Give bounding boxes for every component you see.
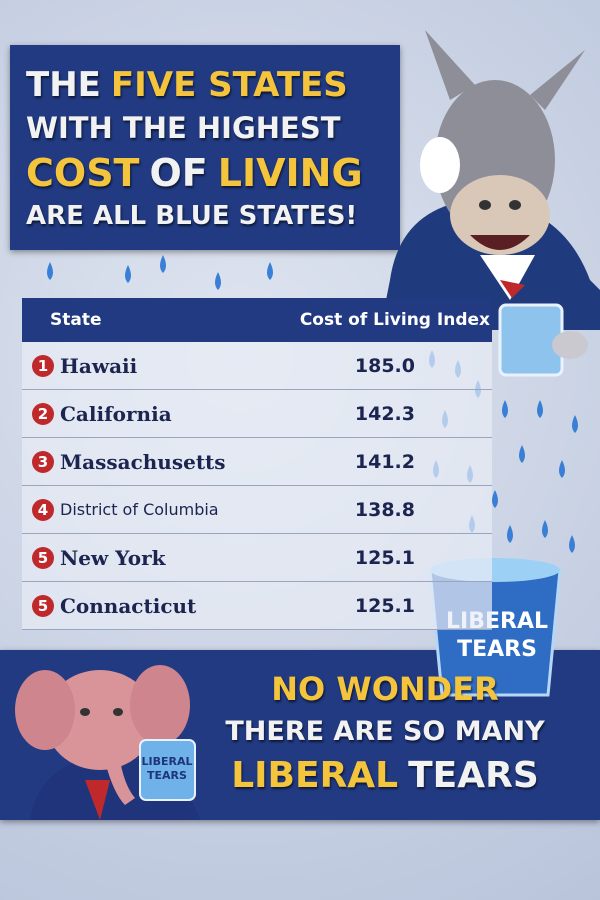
rank-badge: 1 — [32, 354, 54, 377]
state-name: Hawaii — [60, 353, 138, 378]
text-line: ARE ALL BLUE STATES! — [26, 201, 400, 231]
title-panel: THE FIVE STATES WITH THE HIGHEST COST OF LIVI… — [10, 45, 400, 250]
table-row: 1 Hawaii 185.0 — [22, 342, 492, 390]
glass — [498, 303, 588, 377]
text-segment: COST — [26, 150, 140, 195]
text-segment: NO WONDER — [271, 670, 499, 708]
text-segment: OF — [149, 150, 208, 195]
table-row: 5 Connacticut 125.1 — [22, 582, 492, 630]
rank-badge: 2 — [32, 402, 54, 425]
text-segment: FIVE STATES — [110, 64, 348, 105]
cup-label: TEARS — [147, 769, 187, 782]
text-segment: TEARS — [408, 755, 539, 796]
index-value: 125.1 — [354, 546, 415, 569]
state-name: New York — [60, 545, 166, 570]
table-header: State Cost of Living Index — [22, 298, 492, 342]
index-value: 138.8 — [354, 498, 415, 521]
rank-badge: 5 — [32, 594, 54, 617]
text-line: THERE ARE SO MANY — [200, 716, 580, 747]
index-value: 142.3 — [354, 402, 415, 425]
cup-label: LIBERAL — [142, 755, 193, 768]
text-line: NO WONDER — [200, 670, 580, 708]
donkey — [380, 30, 600, 330]
table-row: 3 Massachusetts 141.2 — [22, 438, 492, 486]
text-line: LIBERAL TEARS — [200, 755, 580, 796]
text-segment: WITH THE HIGHEST — [26, 110, 341, 145]
text-line: WITH THE HIGHEST — [26, 111, 400, 145]
table-row: 4 District of Columbia 138.8 — [22, 486, 492, 534]
state-name: Massachusetts — [60, 449, 226, 474]
table: State Cost of Living Index 1 Hawaii 185.0 2… — [22, 298, 492, 630]
index-value: 125.1 — [354, 594, 415, 617]
header-cell: Cost of Living Index — [299, 310, 490, 330]
rank-badge: 3 — [32, 450, 54, 473]
text-segment: THE — [26, 64, 101, 105]
text-line: COST OF LIVING — [26, 151, 400, 195]
state-name: Connacticut — [60, 593, 197, 618]
text-line: THE FIVE STATES — [26, 65, 400, 105]
text-segment: LIVING — [217, 150, 363, 195]
state-name: District of Columbia — [60, 500, 219, 519]
index-value: 141.2 — [354, 450, 415, 473]
header-cell: State — [50, 310, 102, 330]
text-segment: THERE ARE SO MANY — [225, 716, 545, 747]
text-segment: ARE ALL BLUE STATES! — [26, 200, 358, 231]
elephant — [15, 665, 200, 820]
footer-text: NO WONDER THERE ARE SO MANY LIBERAL TEARS — [200, 670, 580, 796]
state-name: California — [60, 401, 172, 426]
index-value: 185.0 — [354, 354, 415, 377]
table-row: 5 New York 125.1 — [22, 534, 492, 582]
bucket-label: TEARS — [457, 637, 537, 662]
table-row: 2 California 142.3 — [22, 390, 492, 438]
rank-badge: 5 — [32, 546, 54, 569]
rank-badge: 4 — [32, 498, 54, 521]
text-segment: LIBERAL — [231, 755, 399, 796]
